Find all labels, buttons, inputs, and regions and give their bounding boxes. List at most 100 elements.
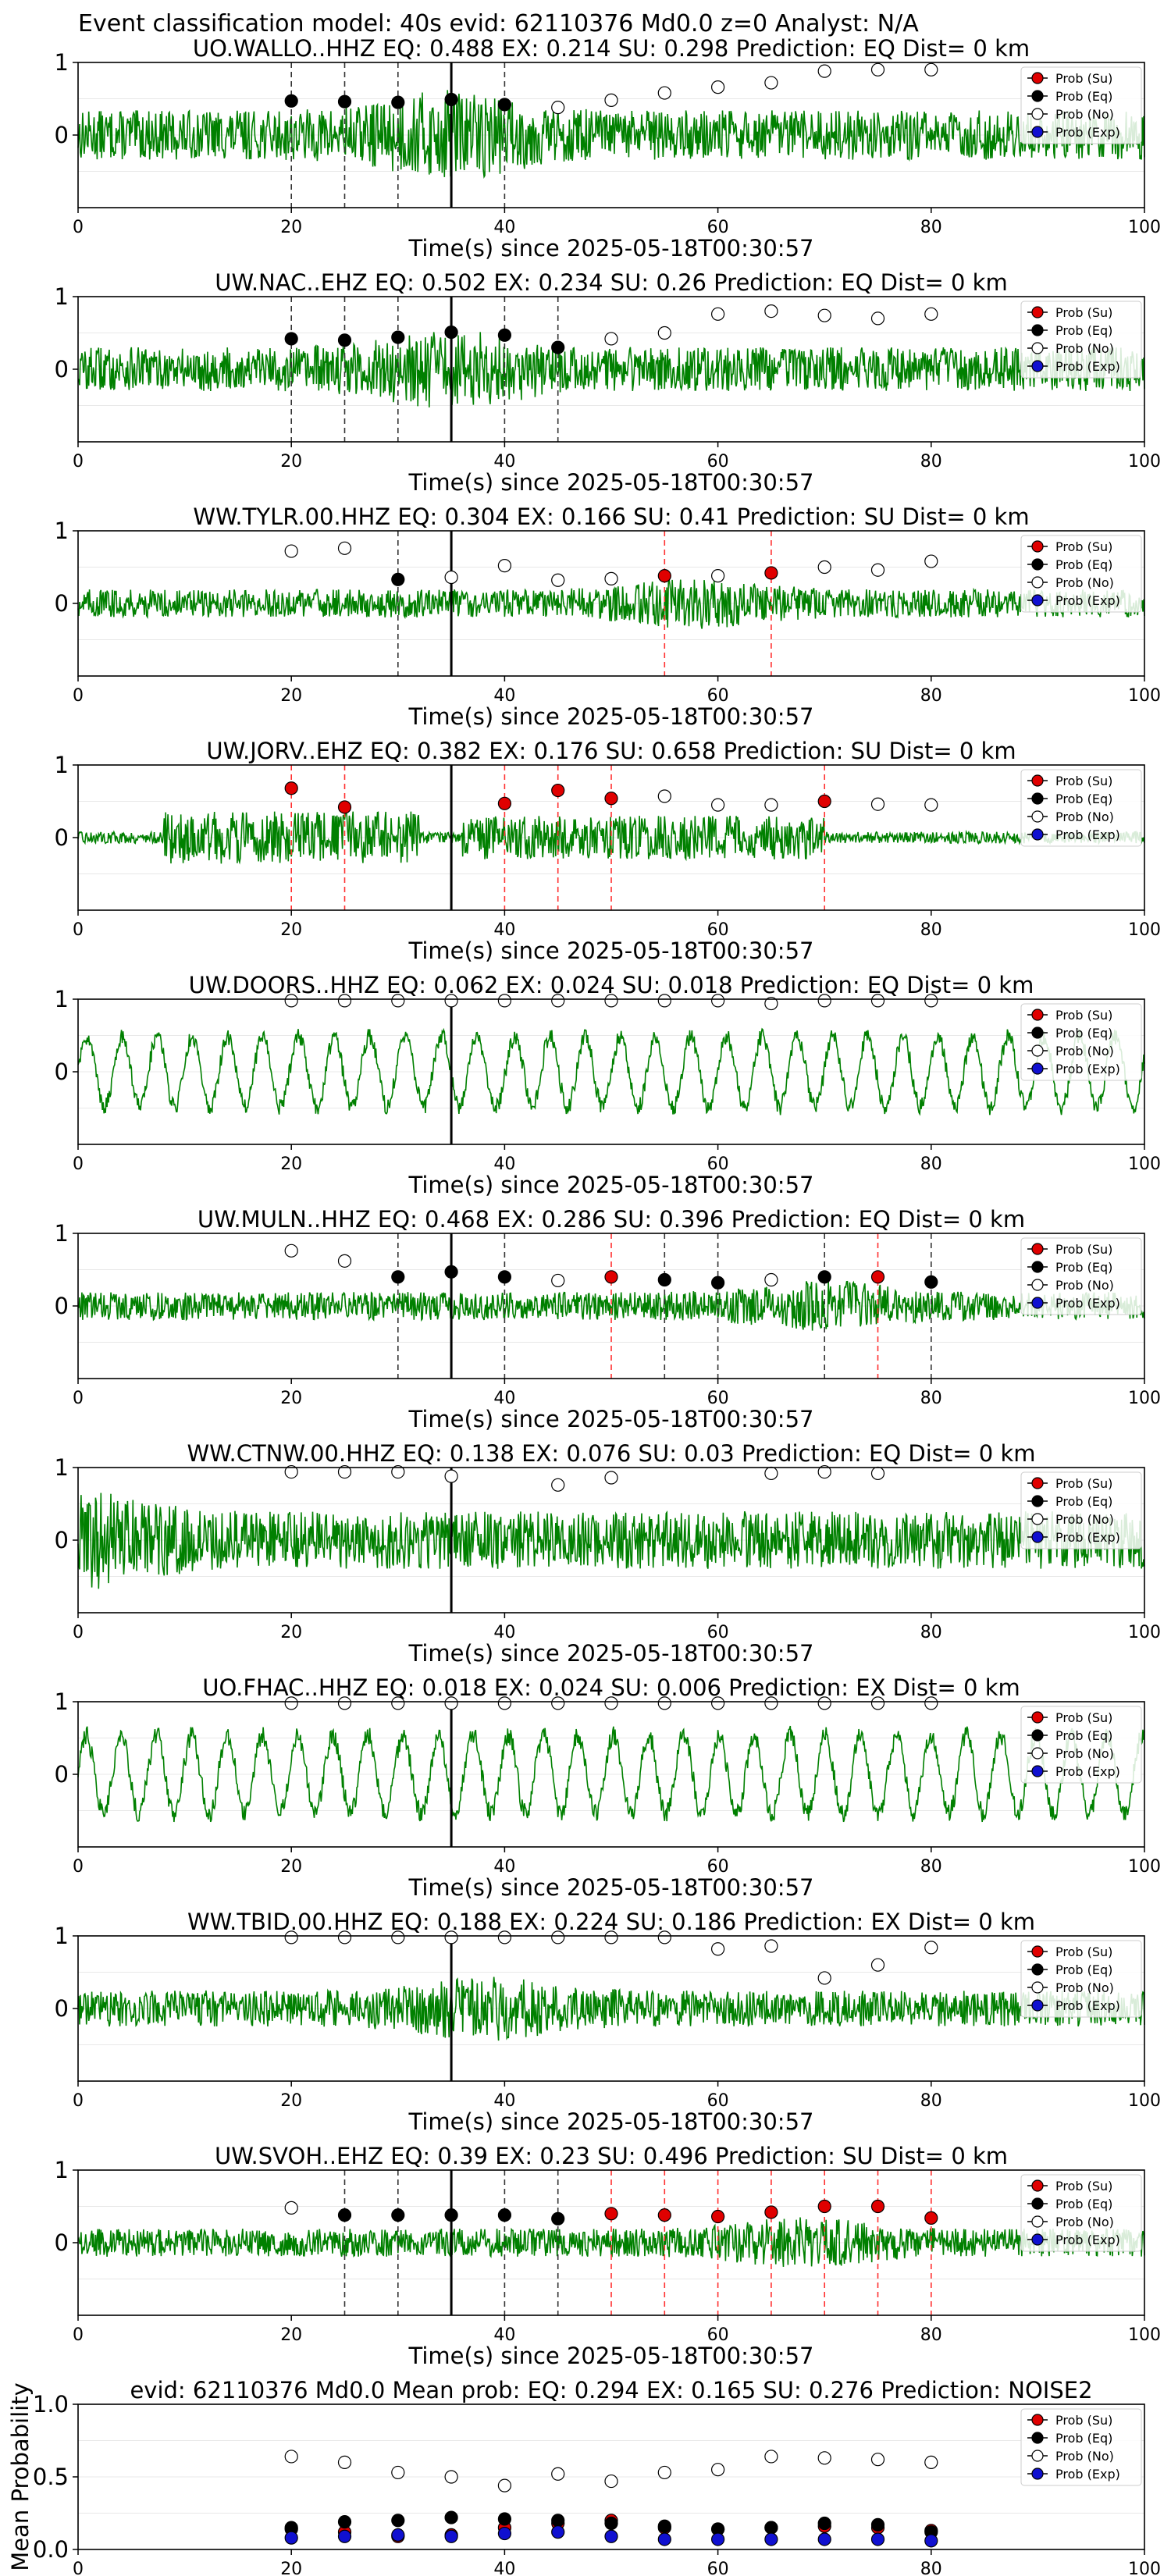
prob-point — [444, 2529, 458, 2543]
prob-point — [444, 570, 458, 585]
legend-label: Prob (No) — [1055, 107, 1114, 122]
legend-marker — [1031, 1729, 1044, 1742]
panel-title: UW.JORV..EHZ EQ: 0.382 EX: 0.176 SU: 0.6… — [206, 738, 1016, 764]
prob-point — [764, 1272, 778, 1287]
x-tick-label: 60 — [707, 920, 729, 940]
legend-marker — [1031, 1062, 1044, 1075]
prob-point — [604, 2474, 618, 2489]
legend-marker — [1031, 1513, 1044, 1525]
x-axis-label: Time(s) since 2025-05-18T00:30:57 — [408, 2108, 814, 2135]
legend-marker — [1031, 1765, 1044, 1777]
x-tick-label: 40 — [493, 686, 515, 706]
prob-point — [497, 2526, 512, 2541]
prob-point — [870, 1270, 885, 1284]
legend-box — [1020, 769, 1142, 847]
prob-point — [444, 325, 458, 340]
legend-marker — [1031, 324, 1044, 336]
x-tick-label: 20 — [280, 1389, 302, 1408]
x-tick-label: 100 — [1128, 1857, 1161, 1877]
legend-label: Prob (No) — [1055, 1044, 1114, 1059]
prob-point — [391, 572, 405, 586]
x-tick-label: 100 — [1128, 452, 1161, 471]
prob-point — [391, 1464, 405, 1479]
x-tick-label: 40 — [493, 452, 515, 471]
prob-point — [604, 93, 618, 107]
legend-marker — [1031, 1711, 1044, 1724]
x-tick-label: 40 — [493, 1389, 515, 1408]
prob-point — [391, 994, 405, 1008]
x-tick-label: 80 — [920, 1155, 942, 1174]
prob-point — [657, 326, 671, 340]
legend-label: Prob (No) — [1055, 809, 1114, 824]
x-tick-label: 60 — [707, 218, 729, 237]
y-tick-label: 1 — [55, 1220, 69, 1247]
legend-box — [1020, 1237, 1142, 1315]
legend-marker — [1031, 306, 1044, 318]
x-tick-label: 40 — [493, 2091, 515, 2111]
prob-point — [391, 95, 405, 109]
prob-point — [924, 994, 938, 1008]
legend-marker — [1031, 576, 1044, 589]
legend-label: Prob (Exp) — [1055, 1296, 1120, 1311]
y-tick-label: 0 — [55, 2229, 69, 2256]
prob-point — [284, 2531, 298, 2545]
x-tick-label: 60 — [707, 2325, 729, 2345]
y-tick-label: 0 — [55, 1293, 69, 1319]
y-tick-label: 0 — [55, 590, 69, 617]
panel-5: UW.MULN..HHZ EQ: 0.468 EX: 0.286 SU: 0.3… — [55, 1206, 1161, 1432]
prob-point — [924, 1275, 938, 1289]
prob-point — [710, 798, 725, 812]
prob-point — [657, 2532, 671, 2546]
legend-box — [1020, 1706, 1142, 1784]
prob-point — [870, 311, 885, 326]
prob-point — [924, 307, 938, 321]
panels: UO.WALLO..HHZ EQ: 0.488 EX: 0.214 SU: 0.… — [7, 35, 1161, 2576]
prob-point — [284, 1464, 298, 1479]
legend-label: Prob (Eq) — [1055, 1026, 1112, 1041]
legend-box — [1020, 66, 1142, 144]
y-tick-label: 0.5 — [33, 2464, 69, 2490]
x-tick-label: 0 — [73, 1857, 84, 1877]
x-tick-label: 60 — [707, 2091, 729, 2111]
x-tick-label: 40 — [493, 920, 515, 940]
legend-label: Prob (Eq) — [1055, 323, 1112, 338]
legend-label: Prob (Su) — [1055, 1944, 1112, 1959]
prob-point — [551, 1478, 565, 1492]
prob-point — [817, 308, 831, 322]
legend-marker — [1031, 792, 1044, 805]
legend-label: Prob (No) — [1055, 2215, 1114, 2229]
x-tick-label: 0 — [73, 920, 84, 940]
prob-point — [764, 1466, 778, 1481]
prob-point — [710, 2532, 725, 2546]
x-tick-label: 100 — [1128, 1623, 1161, 1642]
legend-marker — [1031, 774, 1044, 787]
x-tick-label: 20 — [280, 2091, 302, 2111]
legend-label: Prob (Exp) — [1055, 1998, 1120, 2013]
prob-point — [764, 2450, 778, 2464]
x-tick-label: 20 — [280, 686, 302, 706]
x-tick-label: 20 — [280, 2325, 302, 2345]
panel-1: UW.NAC..EHZ EQ: 0.502 EX: 0.234 SU: 0.26… — [55, 269, 1161, 496]
prob-point — [710, 1942, 725, 1956]
prob-point — [657, 86, 671, 100]
prob-point — [710, 80, 725, 94]
prob-point — [764, 1939, 778, 1953]
prob-point — [657, 2465, 671, 2480]
prob-point — [710, 2209, 725, 2224]
prob-point — [284, 2201, 298, 2215]
prob-point — [817, 2451, 831, 2465]
prob-point — [817, 1696, 831, 1710]
prob-point — [657, 1696, 671, 1710]
x-tick-label: 80 — [920, 452, 942, 471]
legend-marker — [1031, 2432, 1044, 2444]
prob-point — [551, 2467, 565, 2481]
prob-point — [657, 1930, 671, 1944]
x-tick-label: 20 — [280, 452, 302, 471]
prob-point — [337, 994, 352, 1008]
prob-point — [657, 1272, 671, 1287]
prob-point — [924, 2211, 938, 2225]
prob-point — [604, 994, 618, 1008]
x-tick-label: 0 — [73, 2325, 84, 2345]
legend-label: Prob (Su) — [1055, 1242, 1112, 1257]
x-tick-label: 100 — [1128, 2325, 1161, 2345]
